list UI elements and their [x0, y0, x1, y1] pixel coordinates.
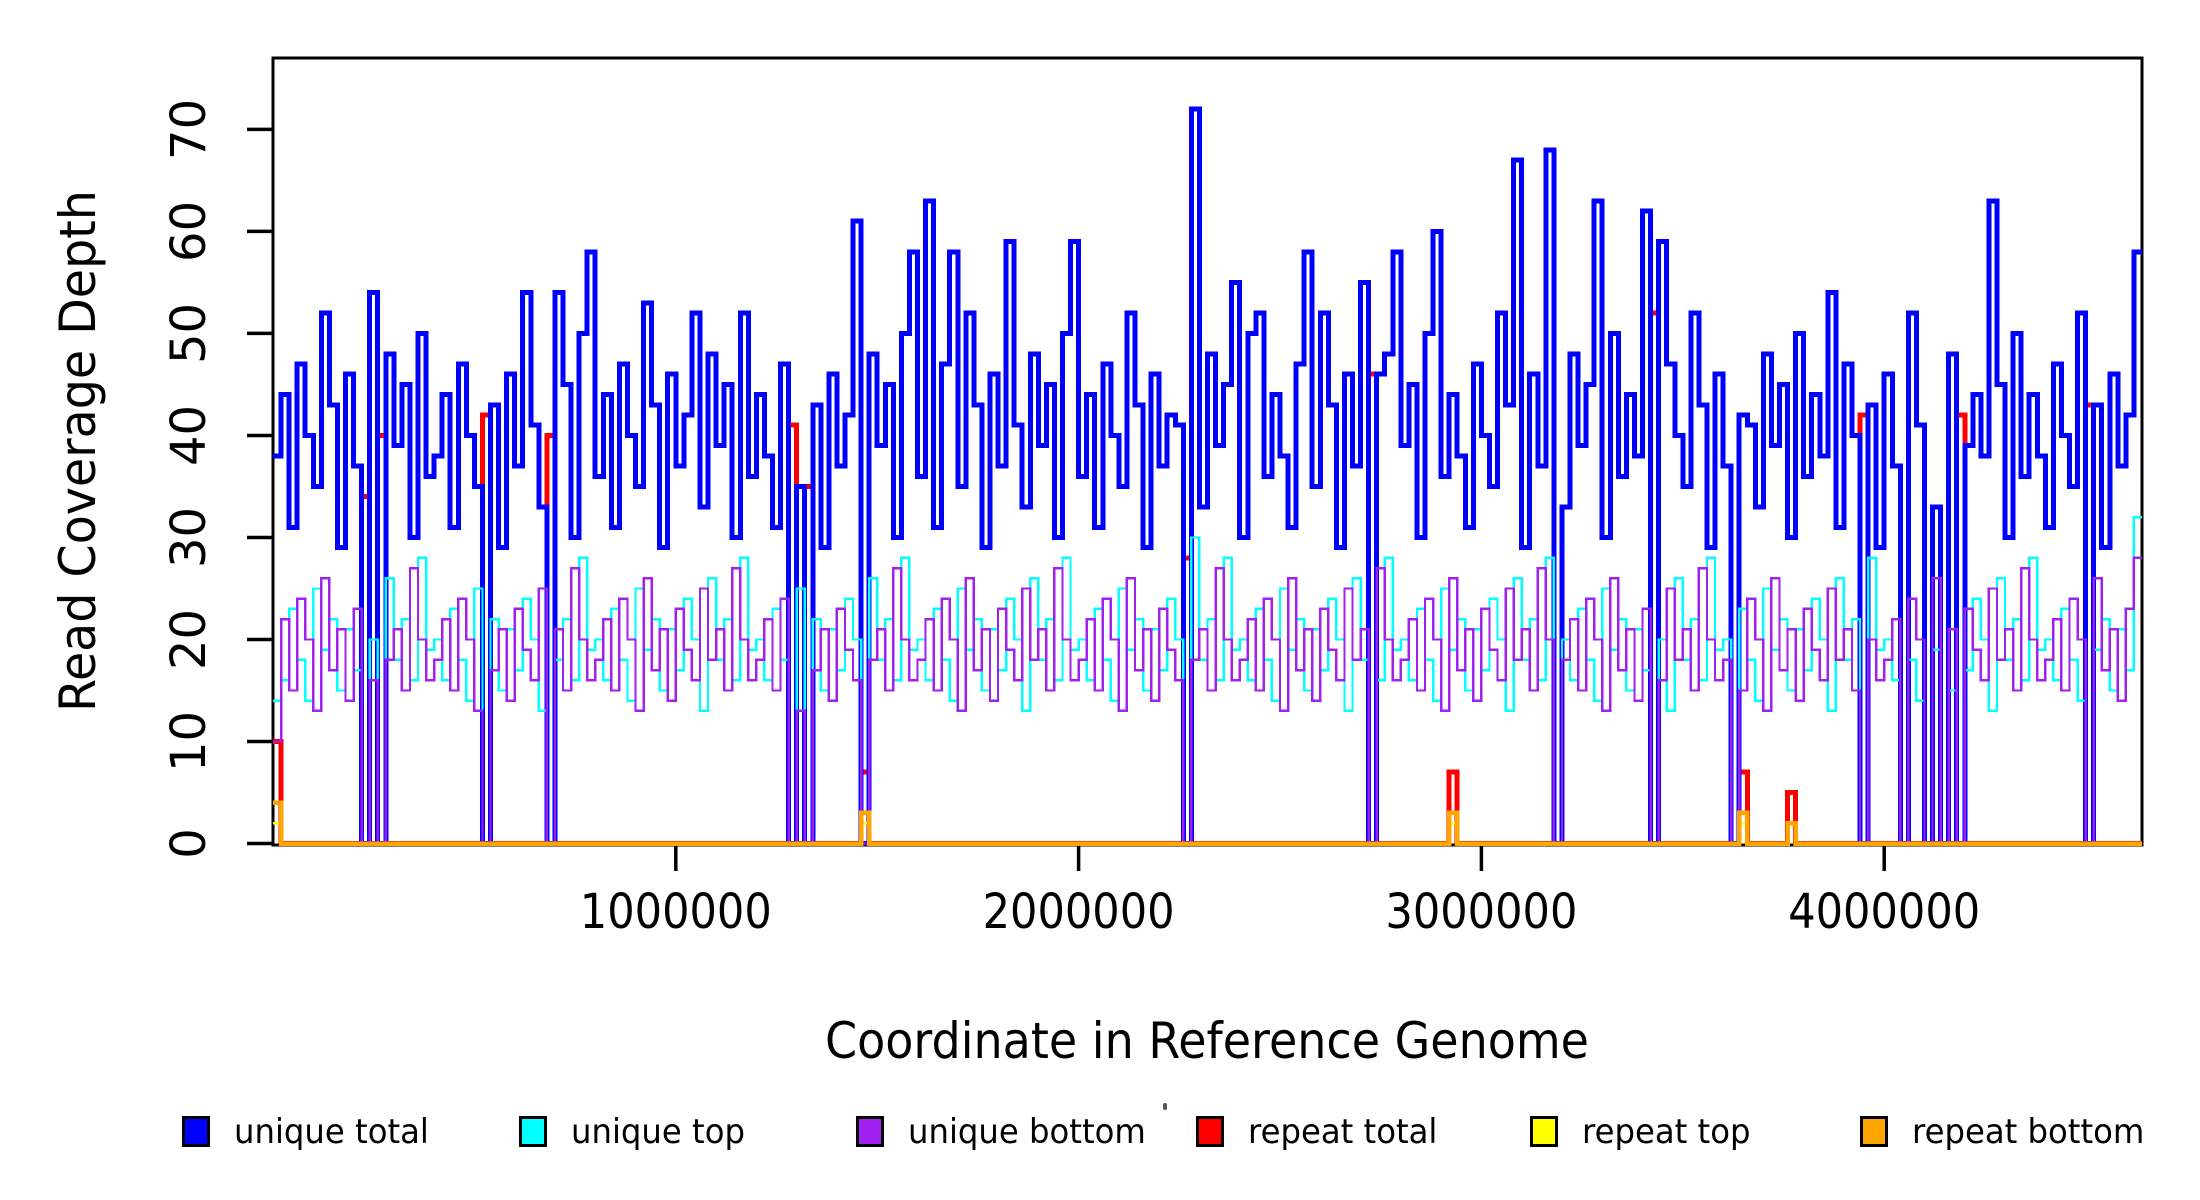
stray-dot-artifact: [1163, 1103, 1167, 1110]
y-tick-label: 30: [161, 507, 217, 568]
y-tick-label: 60: [161, 201, 217, 262]
legend-label-unique_total: unique total: [234, 1112, 429, 1152]
legend-swatch-repeat_top: [1530, 1116, 1558, 1147]
y-tick-label: 20: [161, 609, 217, 670]
x-tick-label: 4000000: [1788, 884, 1980, 940]
series-repeat_bottom-line: [273, 800, 2142, 846]
legend-label-repeat_total: repeat total: [1248, 1112, 1438, 1152]
legend-label-unique_bottom: unique bottom: [908, 1112, 1146, 1152]
legend-swatch-unique_total: [182, 1116, 210, 1147]
y-tick-label: 40: [161, 405, 217, 466]
x-tick-label: 1000000: [580, 884, 772, 940]
x-tick-label: 3000000: [1385, 884, 1577, 940]
legend-swatch-unique_bottom: [856, 1116, 884, 1147]
x-axis-title: Coordinate in Reference Genome: [825, 1012, 1589, 1070]
series-unique_bottom-line: [273, 556, 2142, 845]
y-tick-label: 10: [161, 711, 217, 772]
y-axis-title: Read Coverage Depth: [49, 190, 107, 712]
legend-swatch-repeat_bottom: [1860, 1116, 1888, 1147]
legend-swatch-repeat_total: [1196, 1116, 1224, 1147]
legend-label-repeat_bottom: repeat bottom: [1912, 1112, 2145, 1152]
y-tick-label: 0: [161, 828, 217, 859]
legend-label-unique_top: unique top: [571, 1112, 745, 1152]
legend-label-repeat_top: repeat top: [1582, 1112, 1751, 1152]
x-tick-label: 2000000: [983, 884, 1175, 940]
y-tick-label: 50: [161, 303, 217, 364]
y-tick-label: 70: [161, 99, 217, 160]
series-unique_total-line: [273, 106, 2142, 846]
legend-swatch-unique_top: [519, 1116, 547, 1147]
